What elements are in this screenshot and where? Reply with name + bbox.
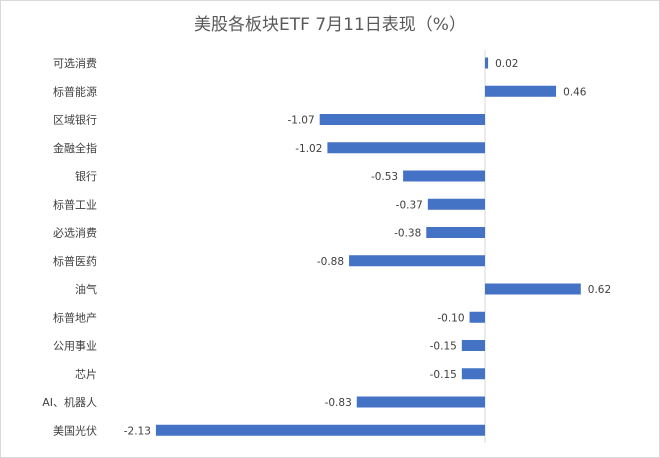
category-label-10: 公用事业 [53,340,97,353]
category-label-6: 必选消费 [53,226,97,240]
value-label-5: -0.37 [396,199,423,211]
category-label-4: 银行 [75,169,97,183]
value-label-1: 0.46 [563,86,587,98]
category-label-11: 芯片 [75,367,97,381]
value-label-13: -2.13 [124,425,151,437]
value-label-0: 0.02 [495,58,518,70]
value-label-10: -0.15 [430,341,457,353]
bar-4 [403,170,485,182]
value-label-3: -1.02 [295,143,322,155]
value-labels-group: 0.02 0.46 -1.07 -1.02 -0.53 -0.37 -0.38 -0.88 0.… [124,58,611,437]
bar-13 [155,424,486,436]
value-label-4: -0.53 [371,171,398,183]
value-label-2: -1.07 [288,115,315,127]
category-label-1: 标普能源 [53,84,97,98]
category-label-12: AI、机器人 [42,395,97,409]
category-label-5: 标普工业 [53,197,97,211]
category-label-3: 金融全指 [53,141,97,155]
bars-group [155,57,581,436]
bar-1 [485,85,557,97]
bar-6 [426,227,485,238]
bar-7 [349,255,485,267]
bar-8 [485,283,581,295]
category-label-2: 区域银行 [53,113,97,127]
bar-10 [461,340,485,351]
category-label-9: 标普地产 [53,310,97,324]
bar-3 [327,142,485,154]
bar-2 [319,114,485,125]
value-label-9: -0.10 [437,312,464,324]
value-label-7: -0.88 [317,256,344,268]
value-label-11: -0.15 [430,369,457,381]
bar-11 [461,368,485,380]
value-label-12: -0.83 [325,397,352,409]
bar-0 [485,57,489,69]
value-label-8: 0.62 [588,284,611,296]
category-label-13: 美国光伏 [53,423,97,437]
value-label-6: -0.38 [394,228,421,240]
bar-5 [427,198,485,210]
category-label-7: 标普医药 [53,254,97,268]
bar-9 [469,311,485,323]
category-label-0: 可选消费 [53,56,97,70]
category-labels-group: 可选消费标普能源区域银行金融全指银行标普工业必选消费标普医药油气标普地产公用事业… [42,56,97,437]
bar-12 [356,396,485,408]
category-label-8: 油气 [75,282,97,296]
chart-title: 美股各板块ETF 7月11日表现（%） [194,15,466,35]
